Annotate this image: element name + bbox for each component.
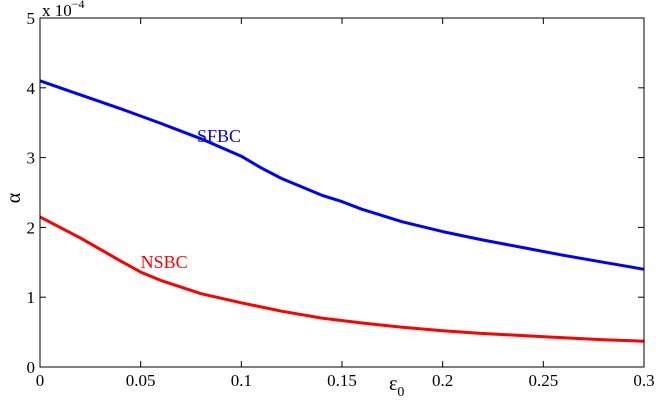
x-tick-label: 0.1 — [231, 371, 252, 390]
x-tick-label: 0 — [36, 371, 45, 390]
series-line-nsbc — [39, 215, 645, 343]
series-lines — [39, 79, 645, 343]
plot-frame — [39, 17, 645, 368]
y-multiplier-base: x 10 — [42, 1, 72, 20]
y-tick-label: 0 — [27, 358, 36, 377]
x-tick-label: 0.2 — [432, 371, 453, 390]
y-tick-label: 4 — [27, 79, 36, 98]
x-axis-label-subscript: 0 — [397, 385, 404, 400]
series-annotation-sfbc: SFBC — [197, 126, 241, 146]
axis-ticks — [39, 17, 645, 368]
series-annotation-nsbc: NSBC — [141, 252, 188, 272]
x-axis-label: ε0 — [389, 373, 404, 400]
y-tick-label: 1 — [27, 288, 36, 307]
series-line-sfbc — [39, 79, 645, 271]
y-tick-label: 3 — [27, 149, 36, 168]
y-multiplier-label: x 10−4 — [42, 0, 85, 20]
series-annotations: SFBC NSBC — [141, 126, 241, 272]
y-tick-label: 2 — [27, 218, 36, 237]
y-axis-label: α — [3, 192, 25, 203]
x-tick-label: 0.25 — [528, 371, 558, 390]
x-tick-label: 0.15 — [327, 371, 357, 390]
x-axis-label-symbol: ε — [389, 373, 397, 395]
tick-labels: 0 0.05 0.1 0.15 0.2 0.25 0.3 0 1 2 3 4 5 — [27, 9, 655, 390]
y-multiplier-exponent: −4 — [72, 0, 85, 11]
x-tick-label: 0.3 — [633, 371, 654, 390]
x-tick-label: 0.05 — [126, 371, 156, 390]
y-tick-label: 5 — [27, 9, 36, 28]
